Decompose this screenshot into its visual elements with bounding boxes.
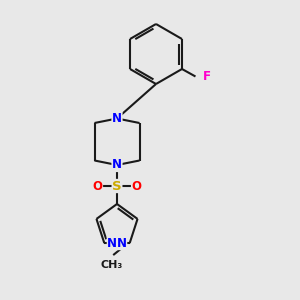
Text: N: N [112,158,122,172]
Text: S: S [112,179,122,193]
Text: N: N [107,237,117,250]
Text: N: N [112,112,122,125]
Text: CH₃: CH₃ [100,260,123,270]
Text: O: O [131,179,142,193]
Text: N: N [117,237,127,250]
Text: F: F [203,70,211,83]
Text: O: O [92,179,103,193]
